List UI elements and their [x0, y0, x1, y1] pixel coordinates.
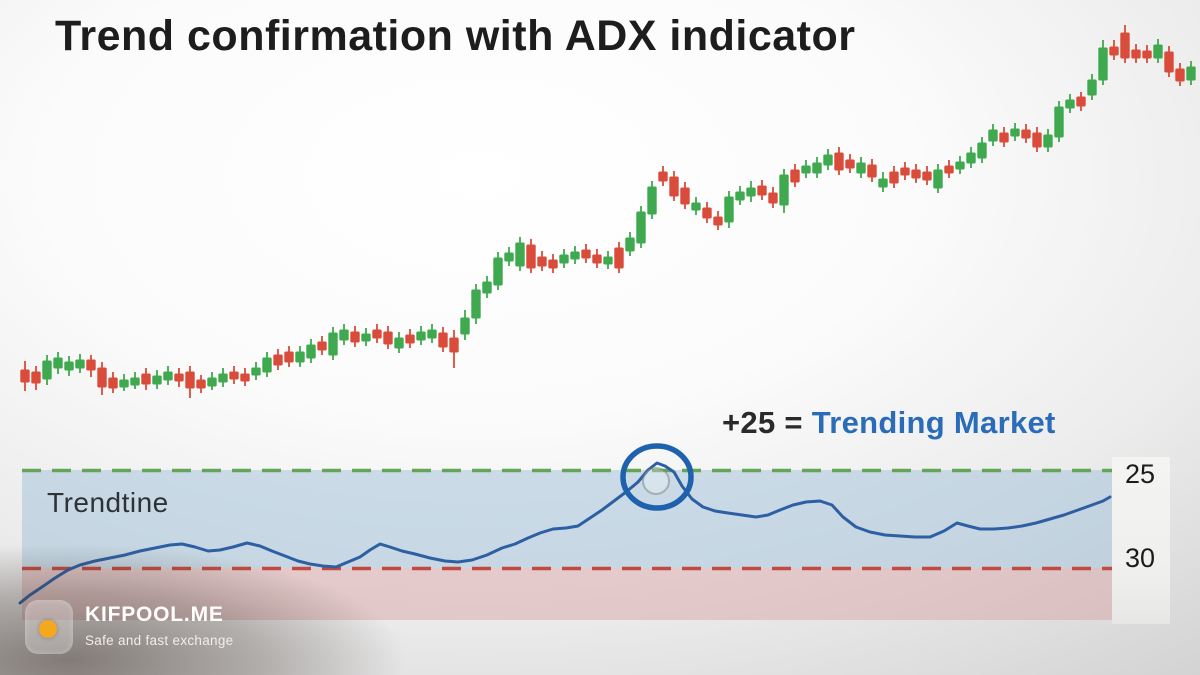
page-title: Trend confirmation with ADX indicator — [55, 12, 856, 60]
axis-label-30: 30 — [1125, 543, 1156, 573]
watermark-tagline: Safe and fast exchange — [85, 633, 234, 648]
watermark: KIFPOOL.ME Safe and fast exchange — [25, 600, 233, 654]
adx-threshold-annotation: +25 = Trending Market — [722, 405, 1056, 441]
axis-label-25: 25 — [1125, 459, 1156, 489]
threshold-value-text: +25 = — [722, 405, 812, 440]
trendline-label: Trendtine — [47, 487, 169, 518]
logo-orange-dot-icon — [39, 620, 57, 638]
adx-axis-strip: 25 30 — [1112, 457, 1170, 624]
watermark-brand: KIFPOOL.ME — [85, 603, 224, 626]
trending-market-text: Trending Market — [811, 405, 1056, 440]
kifpool-logo-icon — [25, 600, 73, 654]
